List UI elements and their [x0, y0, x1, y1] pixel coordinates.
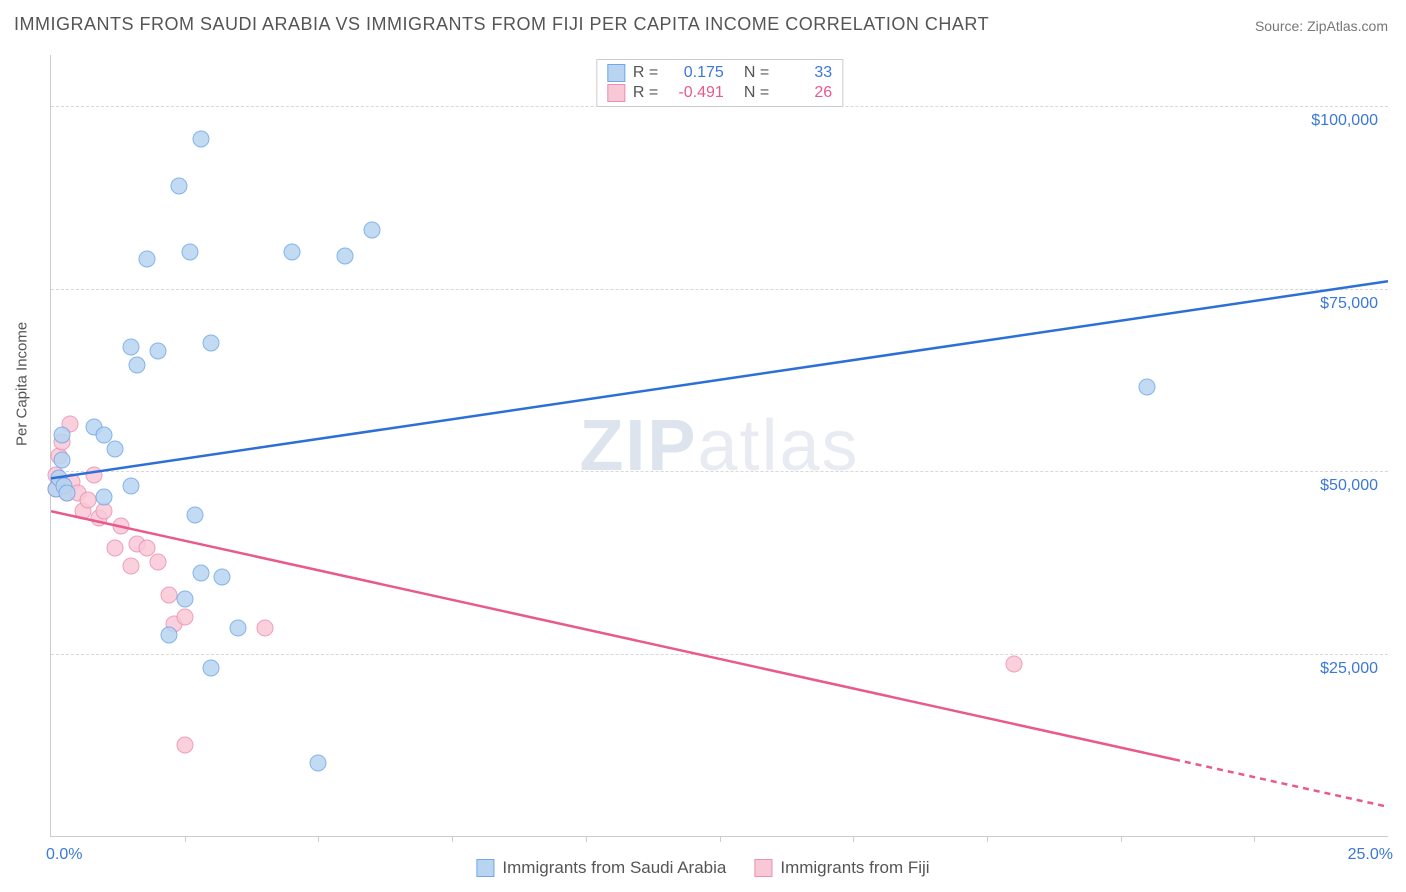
watermark-part2: atlas [697, 406, 859, 486]
y-tick-label: $25,000 [1320, 660, 1378, 678]
data-point-saudi [310, 755, 327, 772]
data-point-fiji [176, 609, 193, 626]
y-tick-label: $100,000 [1311, 112, 1378, 130]
series-legend: Immigrants from Saudi Arabia Immigrants … [476, 858, 929, 878]
data-point-saudi [363, 222, 380, 239]
r-label: R = [633, 64, 661, 82]
data-point-saudi [214, 568, 231, 585]
r-value-fiji: -0.491 [669, 84, 724, 102]
data-point-saudi [182, 244, 199, 261]
data-point-saudi [160, 627, 177, 644]
legend-label-fiji: Immigrants from Fiji [780, 858, 929, 878]
data-point-fiji [112, 517, 129, 534]
source-label: Source: ZipAtlas.com [1255, 18, 1388, 34]
x-tick [586, 836, 587, 842]
watermark: ZIPatlas [579, 405, 859, 487]
legend-row-saudi: R = 0.175 N = 33 [607, 63, 832, 83]
data-point-saudi [171, 178, 188, 195]
legend-item-saudi: Immigrants from Saudi Arabia [476, 858, 726, 878]
data-point-fiji [80, 492, 97, 509]
r-value-saudi: 0.175 [669, 64, 724, 82]
data-point-saudi [203, 660, 220, 677]
legend-row-fiji: R = -0.491 N = 26 [607, 83, 832, 103]
n-label: N = [744, 84, 769, 102]
data-point-saudi [53, 426, 70, 443]
data-point-fiji [85, 466, 102, 483]
chart-plot-area: ZIPatlas R = 0.175 N = 33 R = -0.491 N =… [50, 55, 1388, 837]
x-tick [1121, 836, 1122, 842]
grid-line [51, 471, 1388, 472]
data-point-saudi [53, 452, 70, 469]
x-tick [853, 836, 854, 842]
legend-label-saudi: Immigrants from Saudi Arabia [502, 858, 726, 878]
data-point-saudi [203, 335, 220, 352]
x-tick [318, 836, 319, 842]
grid-line [51, 654, 1388, 655]
legend-swatch-fiji [607, 84, 625, 102]
y-tick-label: $50,000 [1320, 477, 1378, 495]
x-tick [185, 836, 186, 842]
data-point-saudi [230, 619, 247, 636]
data-point-fiji [107, 539, 124, 556]
data-point-saudi [107, 441, 124, 458]
data-point-saudi [187, 506, 204, 523]
legend-swatch-fiji [754, 859, 772, 877]
grid-line [51, 289, 1388, 290]
trend-lines [51, 55, 1388, 836]
data-point-saudi [1139, 379, 1156, 396]
data-point-saudi [123, 338, 140, 355]
x-tick [720, 836, 721, 842]
n-value-fiji: 26 [777, 84, 832, 102]
data-point-fiji [149, 554, 166, 571]
x-tick [1254, 836, 1255, 842]
data-point-saudi [176, 590, 193, 607]
data-point-fiji [96, 503, 113, 520]
x-tick [452, 836, 453, 842]
legend-swatch-saudi [607, 64, 625, 82]
watermark-part1: ZIP [579, 406, 697, 486]
data-point-fiji [139, 539, 156, 556]
n-value-saudi: 33 [777, 64, 832, 82]
data-point-saudi [192, 130, 209, 147]
data-point-fiji [176, 736, 193, 753]
data-point-saudi [337, 247, 354, 264]
data-point-saudi [128, 357, 145, 374]
data-point-saudi [149, 342, 166, 359]
data-point-saudi [192, 565, 209, 582]
data-point-saudi [283, 244, 300, 261]
data-point-fiji [1005, 656, 1022, 673]
data-point-saudi [96, 488, 113, 505]
data-point-fiji [256, 619, 273, 636]
legend-swatch-saudi [476, 859, 494, 877]
data-point-saudi [96, 426, 113, 443]
chart-title: IMMIGRANTS FROM SAUDI ARABIA VS IMMIGRAN… [14, 14, 989, 35]
correlation-legend: R = 0.175 N = 33 R = -0.491 N = 26 [596, 59, 843, 107]
legend-item-fiji: Immigrants from Fiji [754, 858, 929, 878]
x-tick [987, 836, 988, 842]
data-point-saudi [59, 484, 76, 501]
x-max-label: 25.0% [1348, 846, 1393, 864]
x-min-label: 0.0% [46, 846, 82, 864]
data-point-fiji [123, 557, 140, 574]
n-label: N = [744, 64, 769, 82]
data-point-saudi [139, 251, 156, 268]
r-label: R = [633, 84, 661, 102]
data-point-fiji [160, 587, 177, 604]
y-tick-label: $75,000 [1320, 295, 1378, 313]
y-axis-label: Per Capita Income [14, 322, 31, 446]
data-point-saudi [123, 477, 140, 494]
